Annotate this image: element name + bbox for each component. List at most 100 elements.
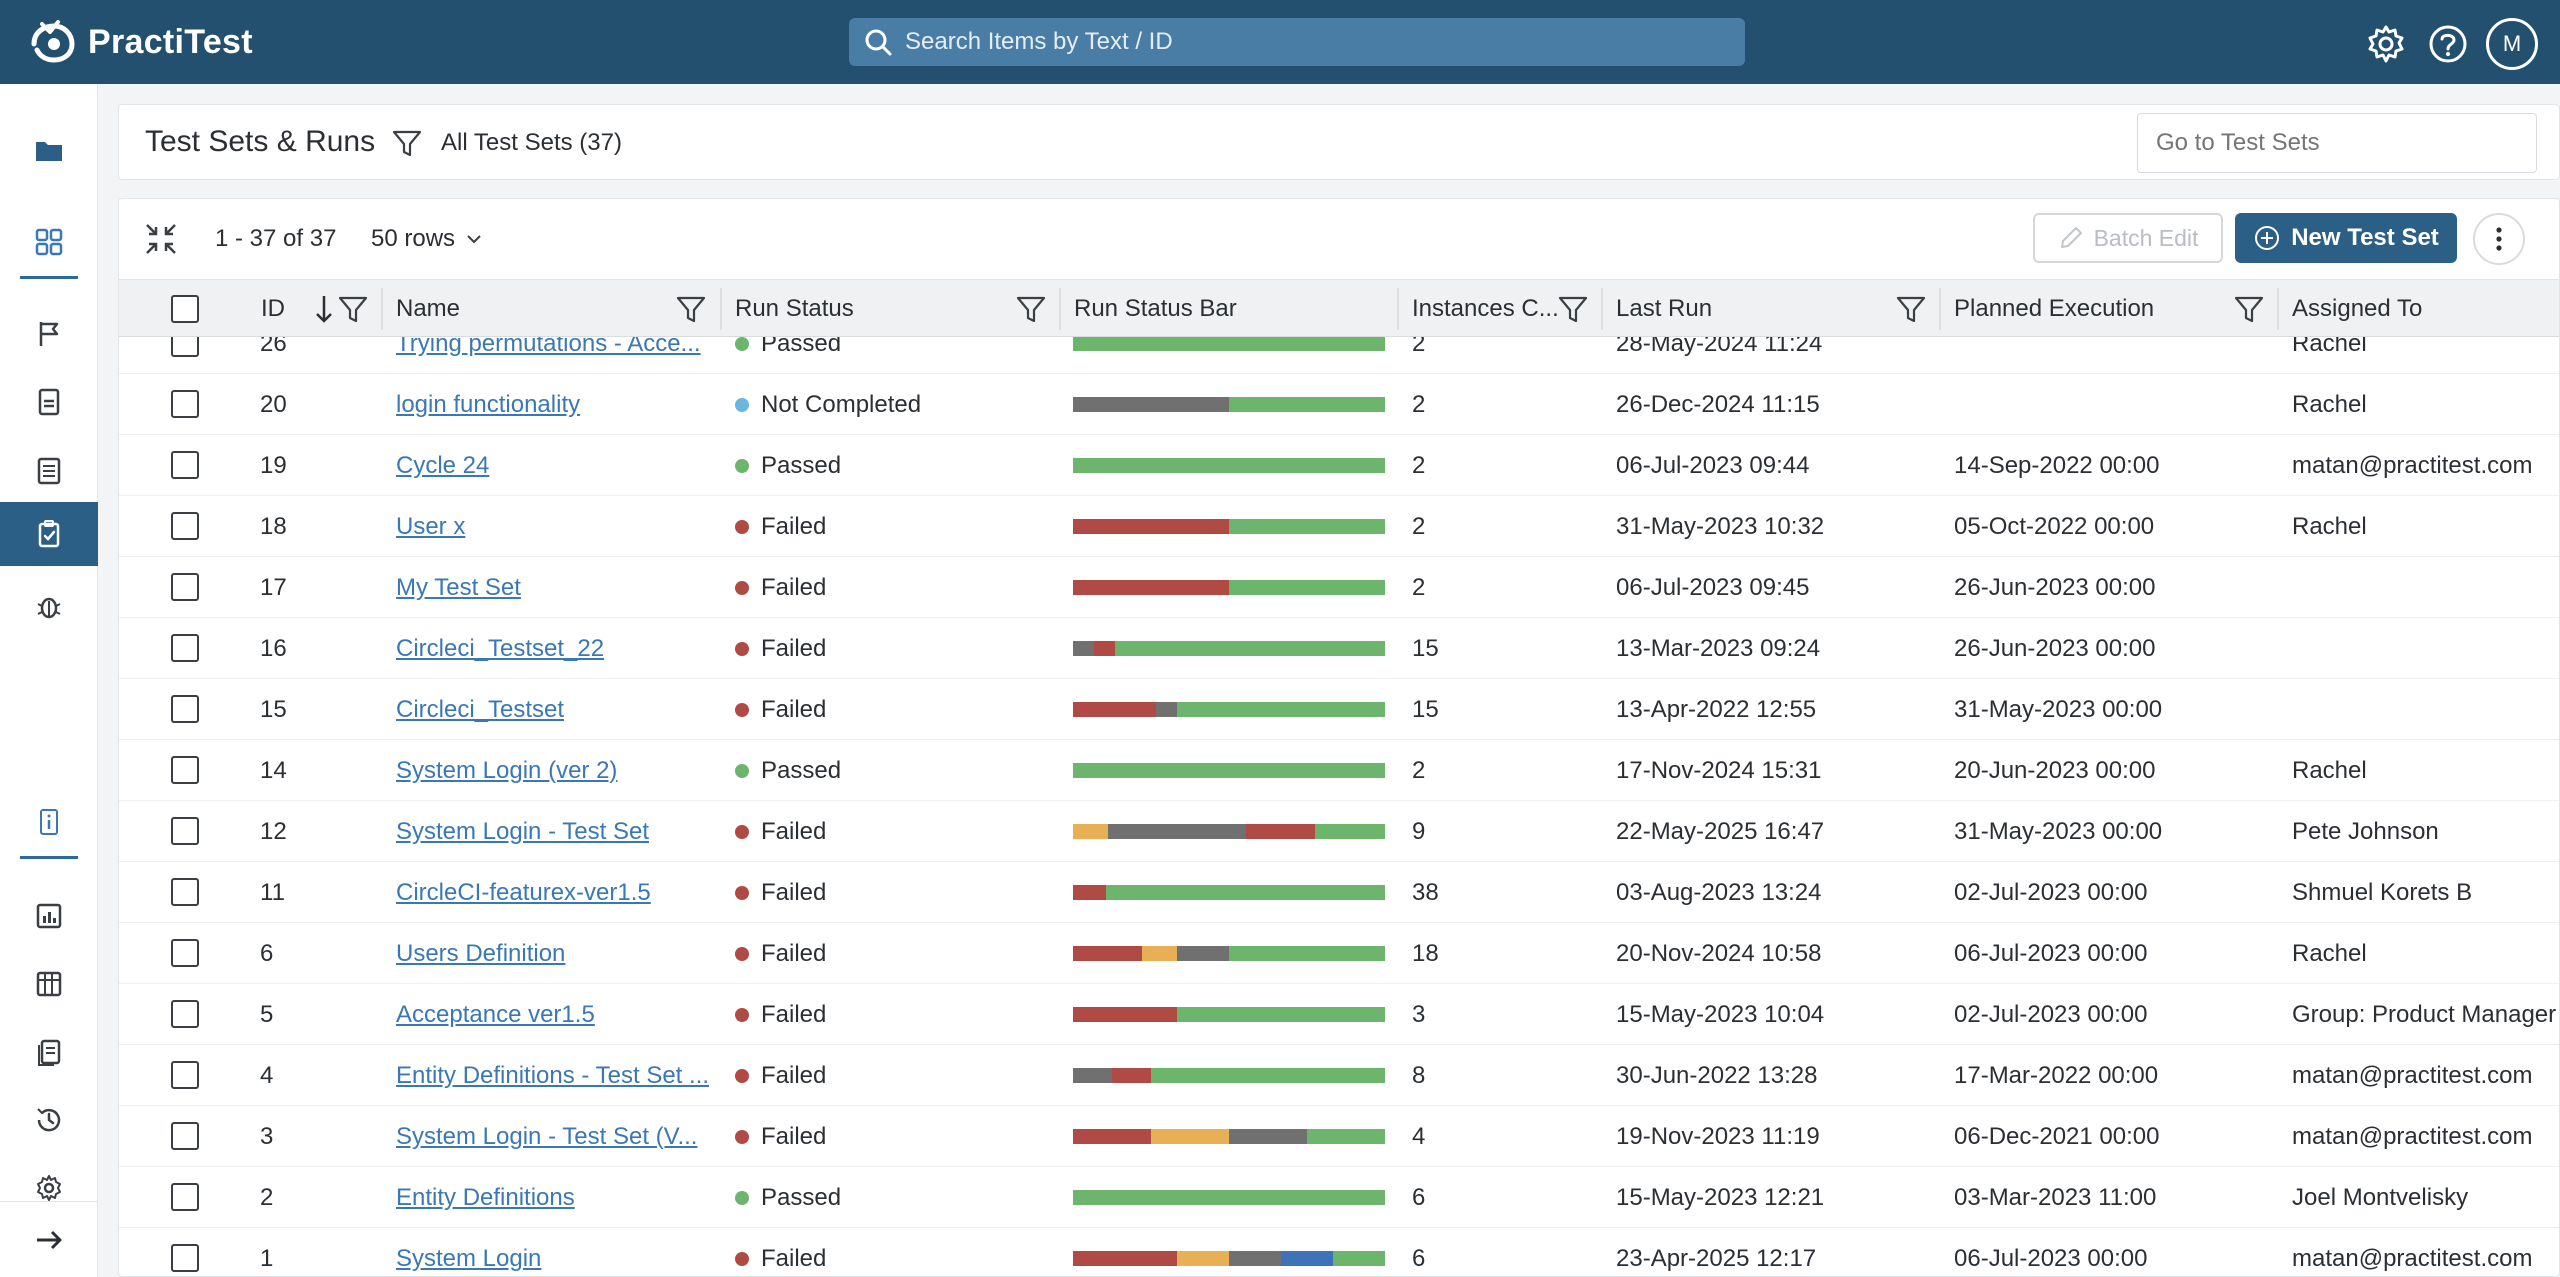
test-set-link[interactable]: Cycle 24 [396,451,490,479]
filter-icon[interactable] [1015,293,1047,325]
table-row[interactable]: 6 Users Definition Failed 18 20-Nov-2024 10:… [119,923,2559,984]
row-checkbox[interactable] [171,573,199,601]
sidebar-item-history[interactable] [0,1088,98,1152]
table-row[interactable]: 2 Entity Definitions Passed 6 15-May-2023 12… [119,1167,2559,1228]
cell-name[interactable]: Circleci_Testset [396,679,710,740]
search-input[interactable] [905,28,1725,56]
table-row[interactable]: 18 User x Failed 2 31-May-2023 10:32 05-Oct-2… [119,496,2559,557]
test-set-link[interactable]: Entity Definitions - Test Set ... [396,1061,710,1089]
row-checkbox[interactable] [171,817,199,845]
row-checkbox[interactable] [171,337,199,357]
test-set-link[interactable]: System Login - Test Set [396,817,650,845]
table-row[interactable]: 20 login functionality Not Completed 2 26-De… [119,374,2559,435]
table-row[interactable]: 26 Trying permutations - Acce... Passed 2 28… [119,337,2559,374]
test-set-link[interactable]: Circleci_Testset_22 [396,634,605,662]
sidebar-item-info[interactable] [0,790,98,854]
cell-name[interactable]: Users Definition [396,923,710,984]
sort-down-icon[interactable] [313,294,335,324]
sidebar-item-issues[interactable] [0,574,98,638]
column-divider[interactable] [1059,288,1061,330]
table-row[interactable]: 12 System Login - Test Set Failed 9 22-May-2… [119,801,2559,862]
column-divider[interactable] [720,288,722,330]
column-divider[interactable] [381,288,383,330]
cell-name[interactable]: System Login - Test Set [396,801,710,862]
cell-name[interactable]: System Login (ver 2) [396,740,710,801]
rows-per-page-select[interactable]: 50 rows [371,225,483,253]
sidebar-item-requirements[interactable] [0,302,98,366]
cell-name[interactable]: Entity Definitions - Test Set ... [396,1045,710,1106]
new-test-set-button[interactable]: New Test Set [2235,213,2457,263]
column-header-run-status[interactable]: Run Status [735,295,854,322]
row-checkbox[interactable] [171,1061,199,1089]
filter-label[interactable]: All Test Sets (37) [441,129,622,156]
filter-icon[interactable] [391,127,423,159]
help-button[interactable] [2424,20,2472,68]
sidebar-item-tests[interactable] [0,370,98,434]
cell-name[interactable]: Entity Definitions [396,1167,710,1228]
test-set-link[interactable]: Acceptance ver1.5 [396,1000,595,1028]
row-checkbox[interactable] [171,695,199,723]
cell-name[interactable]: System Login [396,1228,710,1276]
cell-name[interactable]: User x [396,496,710,557]
table-row[interactable]: 3 System Login - Test Set (V... Failed 4 19-… [119,1106,2559,1167]
row-checkbox[interactable] [171,451,199,479]
filter-icon[interactable] [1895,293,1927,325]
test-set-link[interactable]: System Login [396,1244,542,1272]
table-row[interactable]: 17 My Test Set Failed 2 06-Jul-2023 09:45 26-… [119,557,2559,618]
goto-test-sets-input[interactable] [2137,113,2537,173]
test-set-link[interactable]: User x [396,512,466,540]
row-checkbox[interactable] [171,634,199,662]
row-checkbox[interactable] [171,939,199,967]
cell-name[interactable]: Cycle 24 [396,435,710,496]
test-set-link[interactable]: My Test Set [396,573,521,601]
test-set-link[interactable]: Trying permutations - Acce... [396,337,701,357]
test-set-link[interactable]: Entity Definitions [396,1183,575,1211]
cell-name[interactable]: Trying permutations - Acce... [396,337,710,374]
column-divider[interactable] [1397,288,1399,330]
row-checkbox[interactable] [171,1183,199,1211]
cell-name[interactable]: login functionality [396,374,710,435]
column-divider[interactable] [1939,288,1941,330]
sidebar-item-test-library[interactable] [0,438,98,502]
column-header-id[interactable]: ID [261,295,285,322]
cell-name[interactable]: System Login - Test Set (V... [396,1106,710,1167]
sidebar-item-traceability[interactable] [0,952,98,1016]
sidebar-item-settings[interactable] [0,1156,98,1220]
sidebar-item-documents[interactable] [0,1020,98,1084]
logo[interactable]: PractiTest [28,18,253,66]
table-row[interactable]: 5 Acceptance ver1.5 Failed 3 15-May-2023 10:… [119,984,2559,1045]
filter-icon[interactable] [2233,293,2265,325]
column-header-instances[interactable]: Instances C... [1412,295,1559,322]
table-row[interactable]: 14 System Login (ver 2) Passed 2 17-Nov-2024… [119,740,2559,801]
sidebar-expand-button[interactable] [0,1201,98,1277]
table-row[interactable]: 15 Circleci_Testset Failed 15 13-Apr-2022 12… [119,679,2559,740]
cell-name[interactable]: Circleci_Testset_22 [396,618,710,679]
row-checkbox[interactable] [171,878,199,906]
row-checkbox[interactable] [171,1000,199,1028]
row-checkbox[interactable] [171,390,199,418]
row-checkbox[interactable] [171,1244,199,1272]
filter-icon[interactable] [337,293,369,325]
table-row[interactable]: 4 Entity Definitions - Test Set ... Failed… [119,1045,2559,1106]
cell-name[interactable]: Acceptance ver1.5 [396,984,710,1045]
column-header-name[interactable]: Name [396,295,461,322]
column-divider[interactable] [1601,288,1603,330]
filter-icon[interactable] [1557,293,1589,325]
row-checkbox[interactable] [171,756,199,784]
collapse-icon[interactable] [143,221,179,257]
batch-edit-button[interactable]: Batch Edit [2033,213,2223,263]
column-header-run-status-bar[interactable]: Run Status Bar [1074,295,1237,322]
table-row[interactable]: 19 Cycle 24 Passed 2 06-Jul-2023 09:44 14-Sep… [119,435,2559,496]
table-row[interactable]: 11 CircleCI-featurex-ver1.5 Failed 38 03-Aug… [119,862,2559,923]
sidebar-item-projects[interactable] [0,118,98,182]
test-set-link[interactable]: System Login (ver 2) [396,756,618,784]
more-options-button[interactable] [2473,213,2525,265]
user-avatar[interactable]: M [2486,18,2538,70]
row-checkbox[interactable] [171,512,199,540]
row-checkbox[interactable] [171,1122,199,1150]
cell-name[interactable]: CircleCI-featurex-ver1.5 [396,862,710,923]
global-search[interactable] [849,18,1745,66]
column-header-planned-execution[interactable]: Planned Execution [1954,295,2155,322]
test-set-link[interactable]: Circleci_Testset [396,695,565,723]
filter-icon[interactable] [675,293,707,325]
